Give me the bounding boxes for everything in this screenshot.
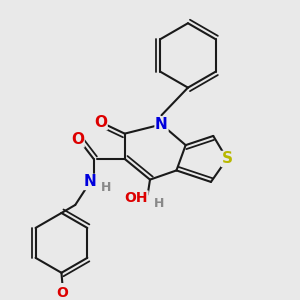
Text: H: H — [154, 197, 164, 210]
Text: N: N — [84, 174, 97, 189]
Text: N: N — [155, 117, 168, 132]
Text: H: H — [101, 181, 112, 194]
Text: O: O — [71, 132, 84, 147]
Text: S: S — [221, 152, 233, 166]
Text: OH: OH — [124, 191, 148, 205]
Text: O: O — [94, 115, 107, 130]
Text: O: O — [57, 286, 68, 300]
